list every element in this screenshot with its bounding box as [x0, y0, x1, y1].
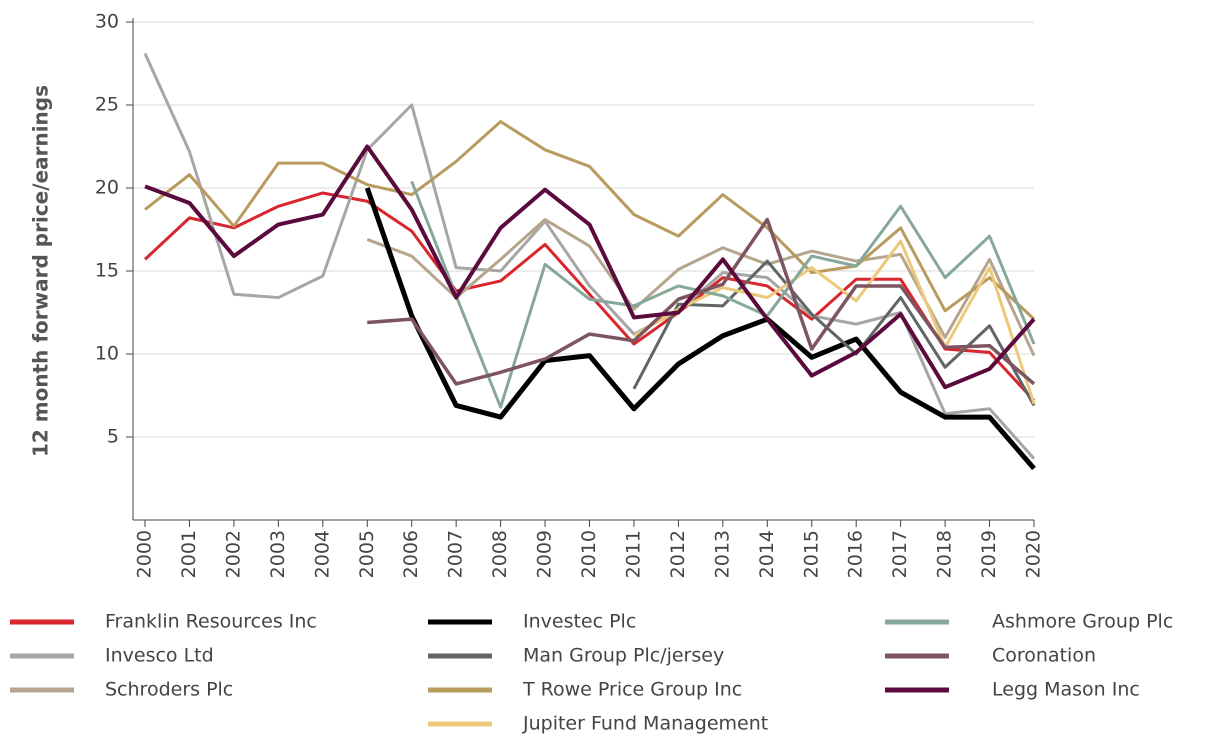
- y-tick-label: 30: [95, 11, 119, 33]
- series-line: [410, 180, 1036, 409]
- legend-label: Legg Mason Inc: [992, 679, 1140, 701]
- legend-label: Man Group Plc/jersey: [523, 645, 724, 667]
- legend-label: Coronation: [992, 645, 1096, 667]
- y-tick-label: 25: [95, 94, 119, 116]
- legend-label: Jupiter Fund Management: [522, 713, 768, 735]
- x-tick-label: 2014: [756, 530, 778, 578]
- x-tick-label: 2018: [934, 530, 956, 578]
- y-tick-label: 15: [95, 260, 119, 282]
- x-tick-label: 2009: [534, 530, 556, 578]
- x-tick-label: 2001: [178, 530, 200, 578]
- x-tick-label: 2008: [489, 530, 511, 578]
- y-tick-label: 10: [95, 343, 119, 365]
- x-tick-label: 2000: [134, 530, 156, 578]
- legend-label: T Rowe Price Group Inc: [522, 679, 742, 701]
- x-tick-label: 2020: [1023, 530, 1045, 578]
- x-tick-label: 2005: [356, 530, 378, 578]
- y-axis-label: 12 month forward price/earnings: [29, 85, 53, 457]
- legend-label: Invesco Ltd: [105, 645, 214, 667]
- y-tick-label: 5: [107, 426, 119, 448]
- x-tick-label: 2003: [267, 530, 289, 578]
- x-tick-label: 2019: [978, 530, 1000, 578]
- y-tick-label: 20: [95, 177, 119, 199]
- x-tick-label: 2017: [889, 530, 911, 578]
- x-tick-label: 2006: [400, 530, 422, 578]
- x-tick-label: 2011: [622, 530, 644, 578]
- x-tick-label: 2015: [800, 530, 822, 578]
- series-line: [633, 239, 1036, 405]
- x-tick-label: 2010: [578, 530, 600, 578]
- legend-label: Schroders Plc: [105, 679, 233, 701]
- legend-label: Investec Plc: [523, 611, 636, 633]
- series-line: [144, 144, 1036, 390]
- series-line: [143, 191, 1036, 402]
- legend-label: Ashmore Group Plc: [992, 611, 1173, 633]
- series-line: [364, 187, 1036, 471]
- x-tick-label: 2007: [445, 530, 467, 578]
- x-tick-label: 2002: [222, 530, 244, 578]
- legend-label: Franklin Resources Inc: [105, 611, 317, 633]
- x-tick-label: 2012: [667, 530, 689, 578]
- x-tick-label: 2013: [711, 530, 733, 578]
- series-line: [144, 120, 1036, 321]
- x-tick-label: 2004: [311, 530, 333, 578]
- x-tick-label: 2016: [845, 530, 867, 578]
- series-line: [367, 217, 1036, 386]
